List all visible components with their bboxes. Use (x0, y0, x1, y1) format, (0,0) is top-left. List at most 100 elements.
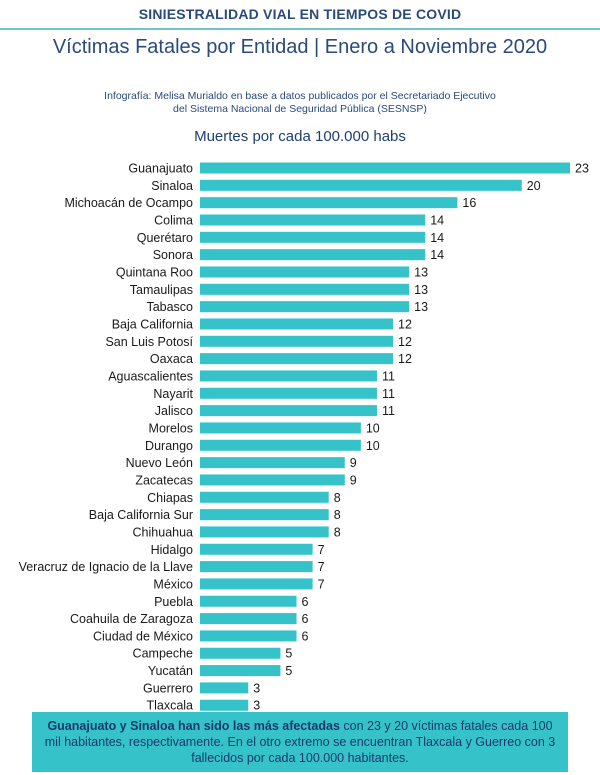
category-label-quintana-roo: Quintana Roo (116, 265, 193, 279)
chart-title: Muertes por cada 100.000 habs (194, 128, 406, 145)
value-label-san-luis-potosi: 12 (398, 335, 412, 349)
bar-morelos (200, 422, 361, 434)
bar-chihuahua (200, 526, 329, 538)
bar-guanajuato (200, 162, 570, 174)
credit-text: Infografía: Melisa Murialdo en base a da… (60, 90, 540, 116)
category-label-zacatecas: Zacatecas (135, 473, 193, 487)
page-title: Víctimas Fatales por Entidad | Enero a N… (52, 36, 548, 58)
value-label-baja-california: 12 (398, 317, 412, 331)
category-label-baja-california-sur: Baja California Sur (89, 508, 193, 522)
category-label-guerrero: Guerrero (143, 681, 193, 695)
bar-jalisco (200, 405, 377, 417)
summary-highlight: Guanajuato y Sinaloa han sido las más af… (47, 719, 340, 733)
value-label-guanajuato: 23 (575, 162, 589, 176)
credit-line-1: Infografía: Melisa Murialdo en base a da… (104, 90, 496, 102)
category-label-san-luis-potosi: San Luis Potosí (105, 335, 193, 349)
bar-baja-california-sur (200, 509, 329, 521)
summary-text: con 23 y 20 víctimas fatales cada 100 mi… (44, 719, 556, 765)
value-label-tlaxcala: 3 (253, 699, 260, 713)
credit-line-2: del Sistema Nacional de Seguridad Públic… (173, 103, 427, 115)
value-label-aguascalientes: 11 (382, 369, 395, 383)
value-label-morelos: 10 (366, 421, 380, 435)
value-label-oaxaca: 12 (398, 352, 412, 366)
category-label-queretaro: Querétaro (137, 231, 193, 245)
category-label-ciudad-de-mexico: Ciudad de México (93, 629, 193, 643)
category-label-colima: Colima (154, 213, 193, 227)
bar-campeche (200, 647, 281, 659)
value-label-tamaulipas: 13 (414, 283, 428, 297)
summary-box: Guanajuato y Sinaloa han sido las más af… (32, 712, 568, 772)
value-label-guerrero: 3 (253, 681, 260, 695)
category-label-yucatan: Yucatán (148, 664, 193, 678)
bar-tabasco (200, 301, 410, 313)
category-label-veracruz-de-ignacio-de-la-llave: Veracruz de Ignacio de la Llave (19, 560, 193, 574)
value-label-yucatan: 5 (285, 664, 292, 678)
bar-queretaro (200, 231, 426, 243)
bar-hidalgo (200, 543, 313, 555)
value-label-chiapas: 8 (334, 491, 341, 505)
value-label-chihuahua: 8 (334, 525, 341, 539)
bar-sinaloa (200, 179, 522, 191)
value-label-tabasco: 13 (414, 300, 428, 314)
bar-tamaulipas (200, 283, 410, 295)
value-label-ciudad-de-mexico: 6 (302, 629, 309, 643)
value-label-coahuila-de-zaragoza: 6 (302, 612, 309, 626)
value-label-quintana-roo: 13 (414, 265, 428, 279)
bar-san-luis-potosi (200, 335, 394, 347)
bar-tlaxcala (200, 699, 249, 711)
bar-yucatan (200, 665, 281, 677)
value-label-zacatecas: 9 (350, 473, 357, 487)
value-label-campeche: 5 (285, 647, 292, 661)
bar-veracruz-de-ignacio-de-la-llave (200, 561, 313, 573)
value-label-puebla: 6 (302, 595, 309, 609)
category-label-coahuila-de-zaragoza: Coahuila de Zaragoza (70, 612, 193, 626)
category-label-campeche: Campeche (133, 647, 193, 661)
category-label-sonora: Sonora (153, 248, 193, 262)
category-label-chiapas: Chiapas (147, 491, 193, 505)
bar-guerrero (200, 682, 249, 694)
category-label-guanajuato: Guanajuato (128, 162, 193, 176)
value-label-michoacan-de-ocampo: 16 (462, 196, 476, 210)
category-label-baja-california: Baja California (112, 317, 193, 331)
category-label-chihuahua: Chihuahua (133, 525, 194, 539)
value-label-nuevo-leon: 9 (350, 456, 357, 470)
value-label-nayarit: 11 (382, 387, 395, 401)
value-label-baja-california-sur: 8 (334, 508, 341, 522)
value-label-sinaloa: 20 (527, 179, 541, 193)
bar-chiapas (200, 491, 329, 503)
category-label-michoacan-de-ocampo: Michoacán de Ocampo (64, 196, 193, 210)
category-label-puebla: Puebla (154, 595, 193, 609)
bar-nuevo-leon (200, 457, 345, 469)
category-label-morelos: Morelos (149, 421, 193, 435)
bar-michoacan-de-ocampo (200, 197, 458, 209)
value-label-durango: 10 (366, 439, 380, 453)
category-label-sinaloa: Sinaloa (151, 179, 193, 193)
value-label-queretaro: 14 (430, 231, 444, 245)
supertitle: SINIESTRALIDAD VIAL EN TIEMPOS DE COVID (138, 6, 462, 22)
value-label-sonora: 14 (430, 248, 444, 262)
bar-coahuila-de-zaragoza (200, 613, 297, 625)
bar-baja-california (200, 318, 394, 330)
category-label-mexico: México (153, 577, 193, 591)
bar-mexico (200, 578, 313, 590)
bar-zacatecas (200, 474, 345, 486)
bar-durango (200, 439, 361, 451)
category-label-tamaulipas: Tamaulipas (130, 283, 193, 297)
category-label-jalisco: Jalisco (155, 404, 193, 418)
header-divider (0, 28, 600, 30)
category-label-nuevo-leon: Nuevo León (126, 456, 193, 470)
header-bar: SINIESTRALIDAD VIAL EN TIEMPOS DE COVID (0, 0, 600, 30)
value-label-veracruz-de-ignacio-de-la-llave: 7 (318, 560, 325, 574)
bar-nayarit (200, 387, 377, 399)
value-label-hidalgo: 7 (318, 543, 325, 557)
bar-colima (200, 214, 426, 226)
value-label-mexico: 7 (318, 577, 325, 591)
category-label-nayarit: Nayarit (153, 387, 193, 401)
bar-quintana-roo (200, 266, 410, 278)
bar-sonora (200, 249, 426, 261)
value-label-jalisco: 11 (382, 404, 395, 418)
category-label-aguascalientes: Aguascalientes (108, 369, 193, 383)
bar-aguascalientes (200, 370, 377, 382)
bar-puebla (200, 595, 297, 607)
